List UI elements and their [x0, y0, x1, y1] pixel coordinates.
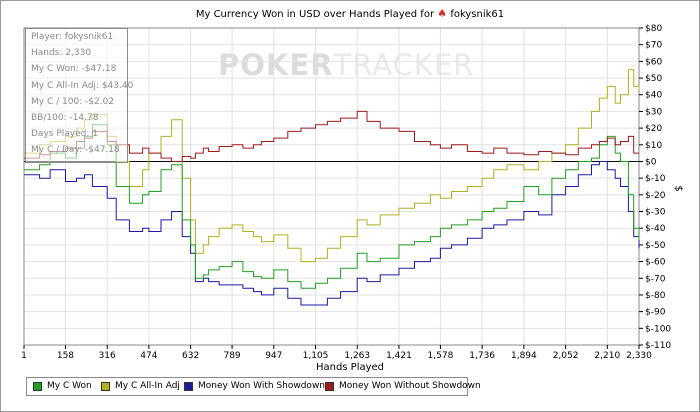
stats-day: My C / Day: -$47.18	[31, 145, 120, 156]
legend-swatch-noshowdown	[325, 381, 334, 391]
x-tick-label: 1	[21, 351, 27, 361]
y-tick-label: $0	[645, 157, 657, 167]
y-tick-label: $-20	[645, 191, 666, 201]
x-tick-label: 158	[57, 351, 74, 361]
legend-label-noshowdown: Money Won Without Showdown	[339, 381, 481, 391]
y-tick-label: $-60	[645, 258, 666, 268]
y-tick-label: $50	[645, 74, 662, 84]
y-tick-label: $-110	[645, 341, 671, 351]
x-tick-label: 316	[99, 351, 116, 361]
x-tick-label: 1,421	[386, 351, 412, 361]
x-tick-label: 632	[182, 351, 199, 361]
plot-area	[23, 27, 640, 346]
legend: My C Won My C All-In Adj Money Won With …	[26, 377, 481, 396]
legend-swatch-allin	[101, 381, 110, 391]
y-tick-label: $20	[645, 124, 662, 134]
legend-label-won: My C Won	[47, 381, 92, 391]
x-tick-label: 1,578	[428, 351, 454, 361]
x-tick-label: 2,052	[553, 351, 579, 361]
y-tick-label: $80	[645, 24, 662, 34]
x-tick-label: 789	[223, 351, 240, 361]
x-tick-label: 2,210	[594, 351, 620, 361]
chart-title-player: fokysnik61	[450, 9, 505, 20]
x-tick-label: 1,263	[344, 351, 370, 361]
chart-title-text: My Currency Won in USD over Hands Played…	[195, 9, 435, 20]
poker-spade-logo-icon: ♠	[437, 7, 448, 20]
pokertracker-watermark: POKERTRACKER	[218, 48, 475, 82]
y-tick-label: $-50	[645, 241, 666, 251]
legend-item-allin[interactable]: My C All-In Adj	[101, 381, 180, 391]
legend-item-won[interactable]: My C Won	[33, 381, 92, 391]
y-tick-label: $-70	[645, 274, 666, 284]
stats-hands: Hands: 2,330	[31, 48, 92, 59]
x-tick-label: 1,736	[469, 351, 495, 361]
legend-item-noshowdown[interactable]: Money Won Without Showdown	[325, 381, 481, 391]
y-tick-label: $40	[645, 91, 662, 101]
y-tick-label: $60	[645, 57, 662, 67]
chart-title: My Currency Won in USD over Hands Played…	[0, 7, 700, 20]
x-tick-label: 1,105	[303, 351, 329, 361]
series-line-won	[24, 124, 640, 289]
y-tick-label: $-40	[645, 224, 666, 234]
x-tick-label: 947	[265, 351, 282, 361]
stats-allin: My C All-In Adj: $43.40	[31, 80, 134, 91]
legend-label-allin: My C All-In Adj	[115, 381, 180, 391]
legend-swatch-won	[33, 381, 42, 391]
y-tick-label: $70	[645, 41, 662, 51]
y-tick-label: $-90	[645, 308, 666, 318]
y-tick-label: $10	[645, 141, 662, 151]
y-tick-label: $-100	[645, 324, 671, 334]
legend-item-showdown[interactable]: Money Won With Showdown	[184, 381, 325, 391]
legend-swatch-showdown	[184, 381, 193, 391]
stats-player: Player: fokysnik61	[31, 32, 114, 42]
stats-won: My C Won: -$47.18	[31, 64, 117, 75]
legend-label-showdown: Money Won With Showdown	[198, 381, 326, 391]
series-line-noshowdown	[24, 110, 639, 162]
stats-bb100: BB/100: -14.78	[31, 112, 99, 123]
stats-per100: My C / 100: -$2.02	[31, 96, 115, 107]
y-tick-label: $30	[645, 107, 662, 117]
y-tick-label: $-30	[645, 208, 666, 218]
y-axis-label: $	[672, 185, 684, 192]
y-tick-label: $-80	[645, 291, 666, 301]
series-line-showdown	[24, 161, 640, 306]
x-tick-label: 1,894	[511, 351, 537, 361]
x-tick-label: 2,330	[626, 351, 652, 361]
stats-days: Days Played: 1	[31, 129, 98, 140]
y-tick-label: $-10	[645, 174, 666, 184]
x-tick-label: 474	[140, 351, 157, 361]
x-axis-label: Hands Played	[315, 362, 385, 373]
stats-box: Player: fokysnik61 Hands: 2,330 My C Won…	[25, 28, 134, 163]
